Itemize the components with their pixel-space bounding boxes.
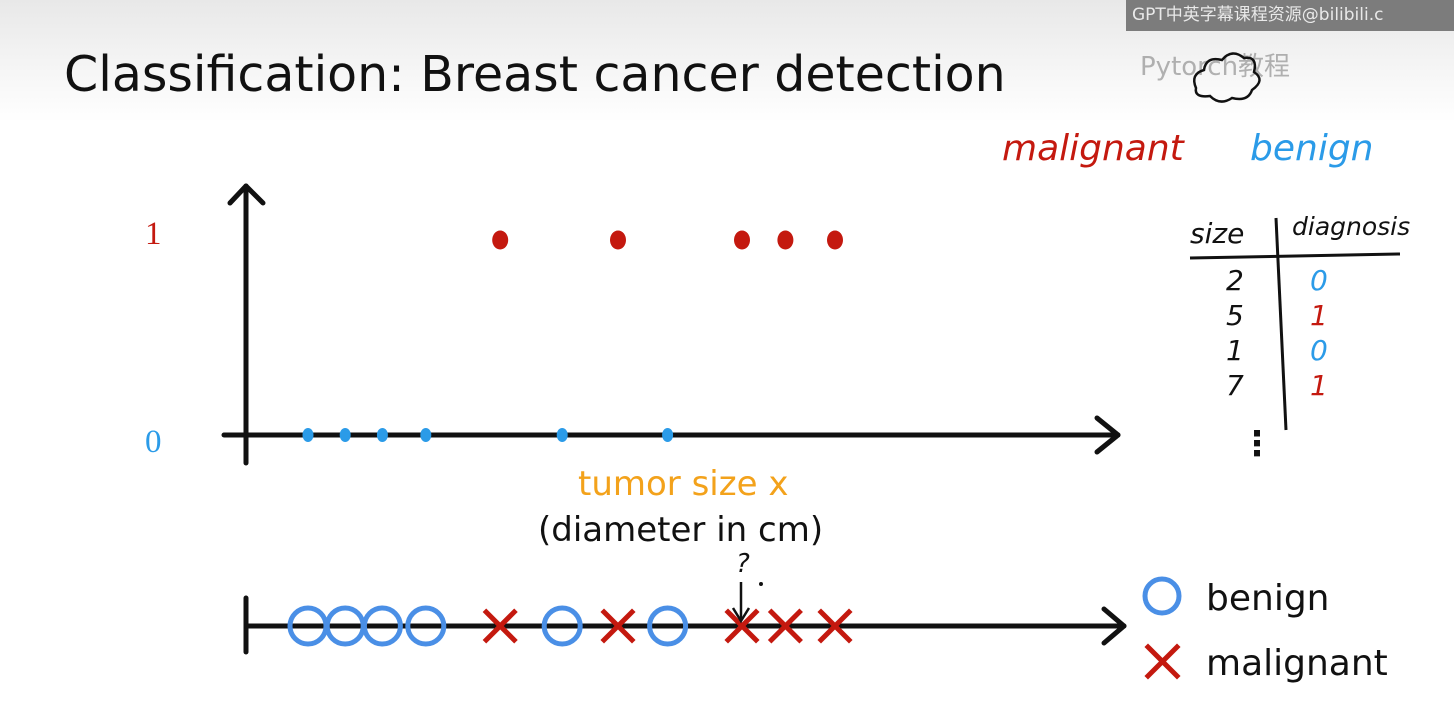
number-line-arrowhead [1101, 606, 1127, 646]
legend-benign-circle-icon [1142, 576, 1182, 616]
data-point-benign [339, 428, 351, 442]
size-diagnosis-table: size diagnosis 2 05 11 07 1 ⋮ [1189, 212, 1410, 464]
y-tick-label-1: 1 [145, 216, 162, 252]
y-axis-arrowhead [227, 183, 266, 206]
question-mark-label: ? [736, 549, 750, 579]
number-line-marker-benign [361, 605, 403, 647]
table-body: 2 05 11 07 1 [1226, 264, 1328, 402]
table-cell-diagnosis: 0 [1310, 264, 1328, 297]
number-line-marker-malignant [482, 608, 518, 644]
data-point-benign [376, 428, 388, 442]
legend-benign-label: benign [1206, 578, 1330, 619]
table-cell-size: 1 [1226, 334, 1244, 367]
data-point-benign [302, 428, 314, 442]
legend: benign malignant [1142, 576, 1388, 684]
legend-malignant-cross-icon [1144, 643, 1181, 680]
data-point-malignant [610, 230, 626, 250]
data-point-benign [420, 428, 432, 442]
handwritten-legend-malignant: malignant [1002, 128, 1186, 169]
data-point-malignant [734, 230, 750, 250]
table-cell-diagnosis: 1 [1310, 369, 1328, 402]
y-tick-label-0: 0 [145, 424, 162, 460]
question-dot [759, 582, 763, 586]
watermark-banner: GPT中英字幕课程资源@bilibili.c [1126, 0, 1454, 31]
question-arrowhead [731, 607, 751, 624]
x-axis-sublabel: (diameter in cm) [538, 510, 823, 550]
data-point-benign [662, 428, 674, 442]
data-point-malignant [777, 230, 794, 250]
table-cell-diagnosis: 0 [1310, 334, 1328, 367]
number-line-marker-benign [647, 605, 689, 647]
data-point-malignant [827, 230, 843, 250]
data-point-malignant [492, 230, 509, 250]
number-line-marker-benign [541, 605, 583, 647]
number-line-marker-malignant [724, 608, 760, 644]
x-axis-arrowhead [1094, 415, 1121, 455]
main-chart-points [302, 230, 843, 442]
table-cell-size: 2 [1226, 264, 1244, 297]
legend-malignant-label: malignant [1206, 643, 1388, 684]
handwritten-legend-benign: benign [1250, 128, 1374, 169]
table-cell-size: 7 [1226, 369, 1244, 402]
x-axis-label: tumor size x [578, 464, 788, 504]
number-line-points [287, 605, 853, 647]
page-title: Classification: Breast cancer detection [64, 46, 1006, 103]
cloud-doodle-icon [1193, 52, 1261, 103]
number-line-marker-malignant [767, 608, 803, 644]
number-line-marker-benign [405, 605, 447, 647]
chart-axes [221, 183, 1121, 466]
data-point-benign [556, 428, 568, 442]
table-cell-diagnosis: 1 [1310, 299, 1328, 332]
table-cell-size: 5 [1226, 299, 1244, 332]
table-header-size: size [1190, 217, 1244, 250]
watermark-overlay-text: Pytorch教程 [1140, 52, 1291, 82]
table-header-diagnosis: diagnosis [1292, 212, 1410, 241]
number-line-marker-malignant [817, 608, 853, 644]
table-vertical-rule [1274, 217, 1288, 431]
table-continuation-dots: ⋮ [1240, 424, 1274, 464]
question-annotation: ? [731, 549, 763, 624]
number-line-marker-malignant [600, 608, 636, 644]
table-header-rule [1189, 252, 1401, 260]
